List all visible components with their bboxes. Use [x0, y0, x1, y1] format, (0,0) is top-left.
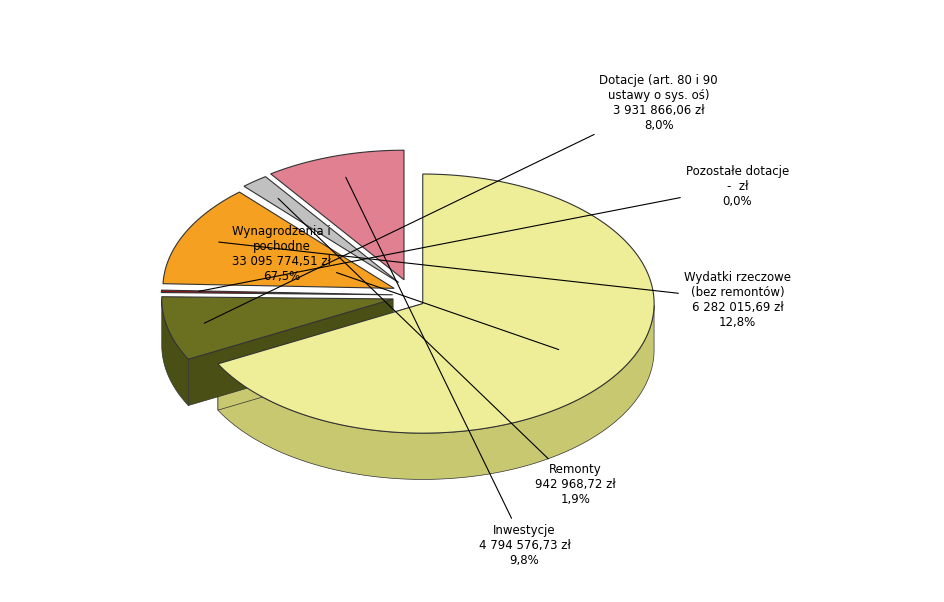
Text: Dotacje (art. 80 i 90
ustawy o sys. oś)
3 931 866,06 zł
8,0%: Dotacje (art. 80 i 90 ustawy o sys. oś) … [204, 74, 717, 323]
Polygon shape [188, 299, 393, 406]
Text: Remonty
942 968,72 zł
1,9%: Remonty 942 968,72 zł 1,9% [278, 199, 615, 506]
Polygon shape [218, 303, 422, 410]
Polygon shape [218, 305, 653, 479]
Polygon shape [218, 174, 653, 433]
Polygon shape [161, 290, 393, 295]
Text: Wydatki rzeczowe
(bez remontów)
6 282 015,69 zł
12,8%: Wydatki rzeczowe (bez remontów) 6 282 01… [219, 242, 790, 329]
Text: Inwestycje
4 794 576,73 zł
9,8%: Inwestycje 4 794 576,73 zł 9,8% [346, 178, 570, 566]
Text: Pozostałe dotacje
-  zł
0,0%: Pozostałe dotacje - zł 0,0% [198, 165, 788, 291]
Polygon shape [161, 299, 188, 406]
Polygon shape [161, 297, 393, 359]
Polygon shape [244, 176, 398, 282]
Polygon shape [162, 192, 394, 288]
Polygon shape [270, 150, 403, 280]
Text: Wynagrodzenia i
pochodne
33 095 774,51 zł
67,5%: Wynagrodzenia i pochodne 33 095 774,51 z… [232, 225, 558, 350]
